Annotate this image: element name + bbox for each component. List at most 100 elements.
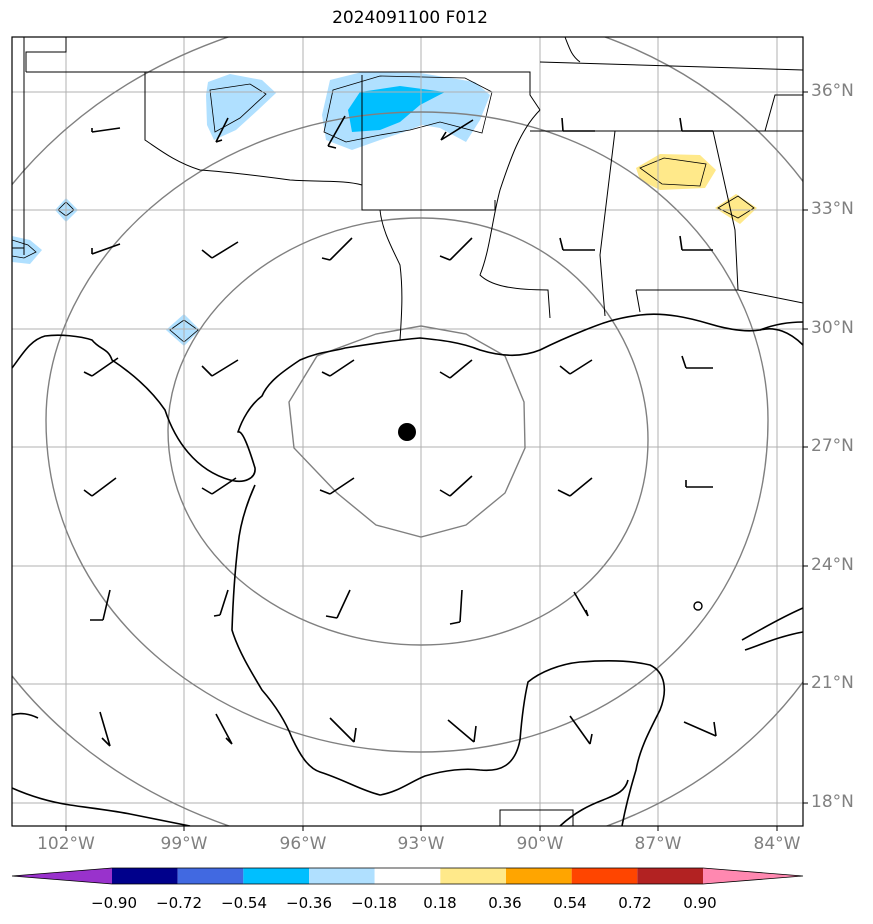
range-ring-3	[45, 111, 769, 753]
graticule	[12, 37, 803, 826]
colorbar-tick-label: 0.72	[618, 894, 652, 912]
wind-barb	[201, 477, 237, 495]
lat-label: 27°N	[811, 436, 854, 456]
border-alabama-georgia	[615, 130, 803, 304]
wind-barb	[557, 477, 593, 497]
colorbar-tick-label: −0.54	[221, 894, 267, 912]
colorbar-segment	[177, 868, 244, 884]
colorbar-tick-label: 0.18	[423, 894, 457, 912]
wind-barb	[439, 359, 473, 379]
wind-barb	[83, 357, 119, 377]
gulf-coastline	[12, 313, 803, 483]
lon-label: 102°W	[37, 834, 95, 854]
wind-barb	[213, 589, 229, 617]
colorbar-segment	[112, 868, 178, 884]
colorbar-segment	[571, 868, 638, 884]
lat-label: 30°N	[811, 318, 854, 338]
lat-label: 24°N	[811, 555, 854, 575]
lon-label: 93°W	[397, 834, 445, 854]
coastlines	[12, 313, 803, 826]
wind-barb	[559, 359, 593, 375]
lon-label: 96°W	[279, 834, 327, 854]
lat-ticks	[803, 91, 808, 804]
border-texas-mexico	[12, 37, 25, 255]
map-frame	[11, 36, 804, 827]
political-borders	[12, 37, 803, 826]
colorbar-outline	[11, 867, 804, 885]
negative-anomaly-area	[206, 74, 276, 140]
wind-barb	[201, 359, 239, 377]
border-mississippi-alabama	[530, 130, 616, 317]
colorbar-tick-label: 0.90	[683, 894, 717, 912]
border-texas-oklahoma	[25, 37, 363, 186]
colorbar-tick-label: −0.90	[91, 894, 137, 912]
lon-label: 90°W	[516, 834, 564, 854]
wind-barb	[449, 589, 463, 625]
border-arkansas-louisiana	[361, 75, 496, 211]
lat-label: 18°N	[811, 792, 854, 812]
range-rings	[12, 37, 803, 826]
range-ring-4	[12, 37, 803, 826]
wind-barb	[321, 359, 355, 377]
wind-barb	[90, 589, 111, 621]
colorbar-tick-label: −0.36	[286, 894, 332, 912]
colorbar-segment	[440, 868, 506, 884]
storm-center-marker	[398, 423, 416, 441]
lat-label: 21°N	[811, 673, 854, 693]
mexico-coastline	[231, 484, 666, 826]
wind-barb	[561, 117, 595, 132]
wind-barb	[440, 119, 474, 141]
small-island	[693, 601, 703, 611]
colorbar-segment	[637, 868, 703, 884]
wind-barb	[91, 243, 121, 255]
wind-barb	[439, 475, 473, 497]
lat-label: 36°N	[811, 81, 854, 101]
border-oklahoma-arkansas	[145, 71, 541, 111]
colorbar-tick-label: 0.54	[553, 894, 587, 912]
lon-label: 84°W	[753, 834, 801, 854]
wind-barb	[679, 117, 713, 132]
border-georgia-sc	[713, 94, 803, 132]
wind-barb	[683, 721, 717, 737]
colorbar-segment	[12, 868, 112, 884]
colorbar-segment	[309, 868, 375, 884]
wind-barb	[83, 477, 117, 497]
negative-anomaly-area	[12, 236, 42, 264]
map-title: 2024091100 F012	[332, 8, 488, 28]
wind-barb	[439, 237, 473, 261]
wind-barb	[215, 713, 233, 745]
colorbar-segment	[243, 868, 309, 884]
wind-barb	[325, 589, 351, 619]
cuba-coastline	[741, 607, 803, 651]
wind-barb	[327, 115, 346, 149]
range-ring-2	[167, 217, 649, 646]
colorbar-tick-label: −0.18	[351, 894, 397, 912]
wind-barb	[681, 355, 713, 369]
wind-barb	[573, 591, 589, 617]
colorbar-segment	[703, 868, 803, 884]
wind-barb	[685, 480, 713, 488]
colorbar-segment	[506, 868, 572, 884]
border-florida-panhandle	[635, 289, 738, 313]
border-tennessee	[539, 37, 803, 71]
northwest-coastline	[12, 712, 191, 826]
florida-coastline	[759, 321, 803, 331]
colorbar	[11, 867, 804, 885]
range-ring-inner	[288, 325, 526, 538]
negative-anomaly-area	[166, 314, 200, 346]
wind-barb	[319, 477, 355, 495]
wind-barb	[201, 241, 239, 259]
wind-barb	[329, 717, 357, 743]
colorbar-segment	[374, 868, 441, 884]
wind-barb	[99, 711, 111, 747]
lon-ticks	[65, 826, 778, 831]
wind-barb	[321, 237, 353, 261]
wind-barb	[91, 127, 121, 133]
colorbar-tick-label: 0.36	[488, 894, 522, 912]
border-mexico-belize	[499, 809, 574, 826]
positive-anomaly-area	[715, 194, 757, 224]
wind-barb	[215, 117, 229, 143]
wind-barb	[559, 237, 595, 251]
wind-barb	[447, 719, 477, 743]
